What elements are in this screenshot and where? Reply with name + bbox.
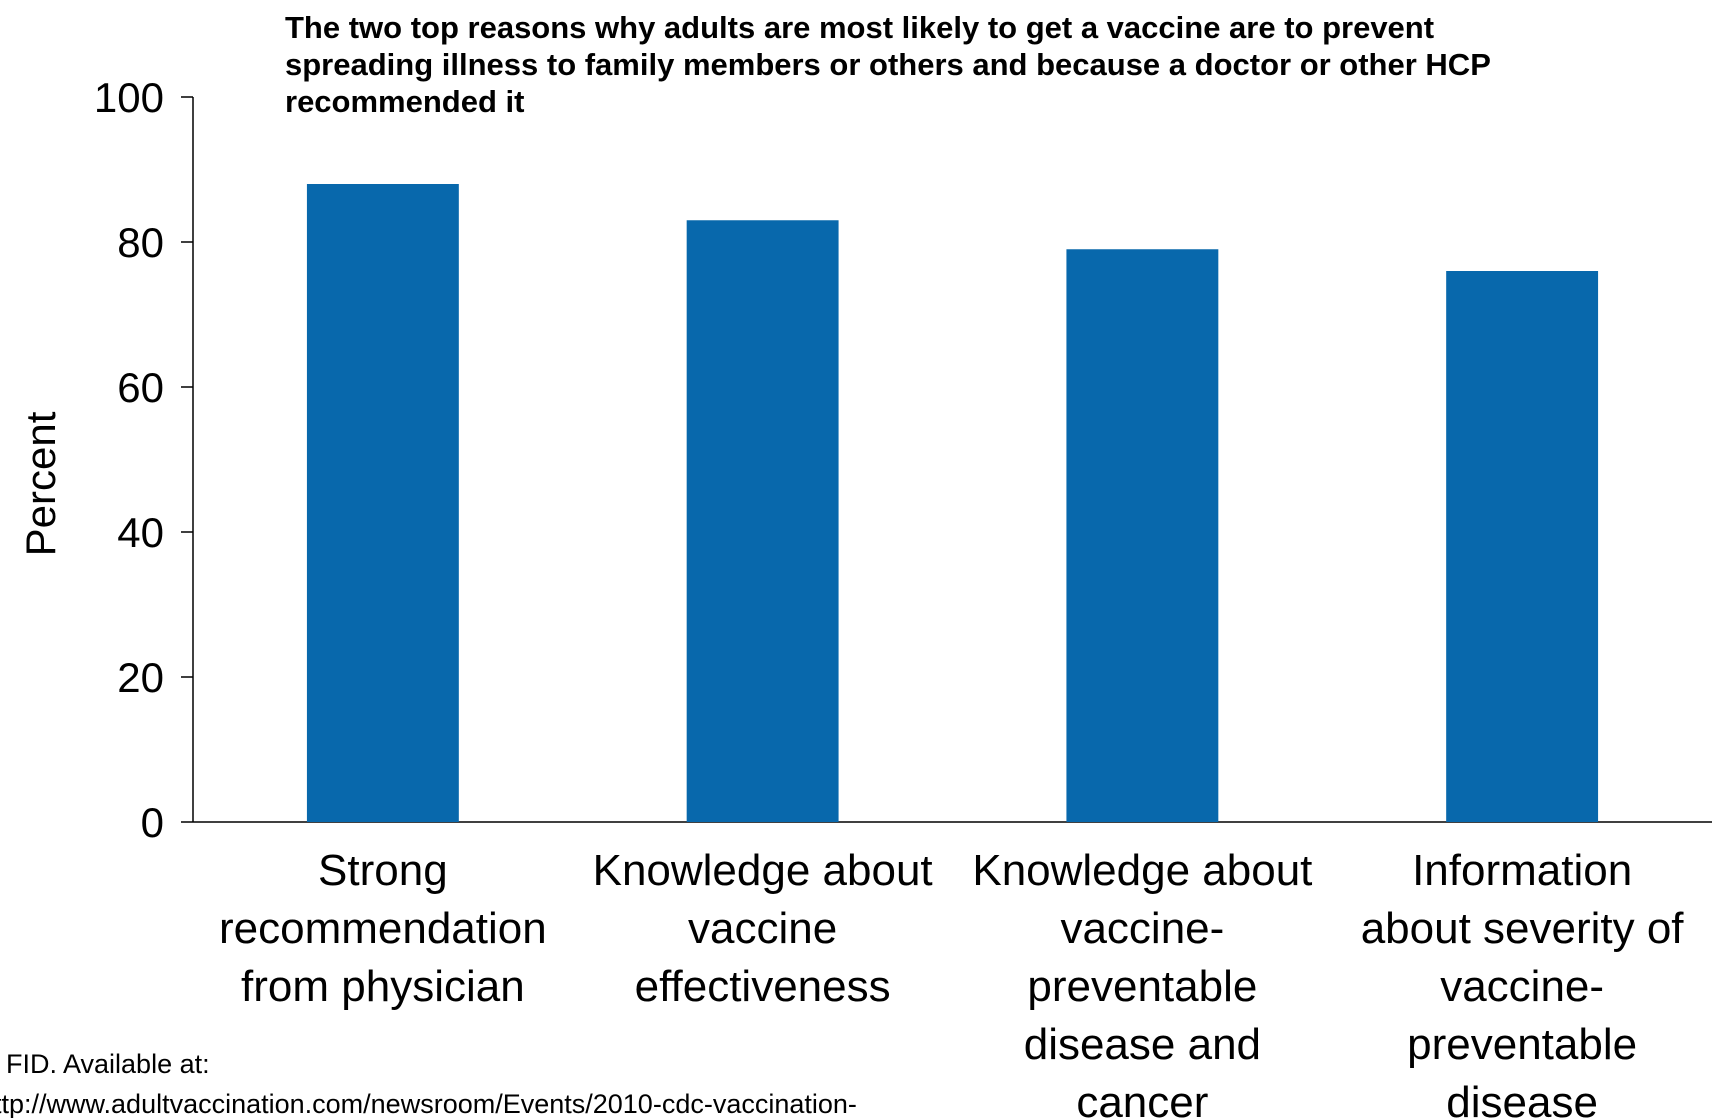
bar-1 <box>306 184 459 822</box>
y-axis: 0 20 40 60 80 100 <box>94 74 194 846</box>
bar-3 <box>1066 249 1219 822</box>
y-tick-label-0: 0 <box>141 799 164 846</box>
bar-4 <box>1446 271 1599 822</box>
category-label-2-line-1: Knowledge about <box>593 846 933 895</box>
category-label-3: Knowledge about vaccine-preventable diseas… <box>972 846 1312 1118</box>
title-line-2: spreading illness to family members or o… <box>285 47 1491 82</box>
y-tick-label-20: 20 <box>117 654 164 701</box>
y-axis-title: Percent <box>17 411 64 556</box>
category-label-4: Information about severity of vaccine-prev… <box>1361 846 1685 1118</box>
category-label-3-line-2: vaccine- <box>1060 904 1224 953</box>
category-label-3-line-4: disease and <box>1024 1020 1261 1069</box>
title-line-3: recommended it <box>285 84 524 119</box>
source-line-1: FID. Available at: <box>6 1049 210 1079</box>
bars-group <box>306 184 1599 822</box>
source-line-2: ttp://www.adultvaccination.com/newsroom/… <box>0 1089 857 1118</box>
y-tick-label-100: 100 <box>94 74 164 121</box>
category-label-3-line-5: cancer <box>1076 1078 1208 1118</box>
category-label-1-line-2: recommendation <box>219 904 547 953</box>
chart-title: The two top reasons why adults are most … <box>285 10 1491 119</box>
y-tick-label-80: 80 <box>117 219 164 266</box>
category-label-3-line-3: preventable <box>1027 962 1257 1011</box>
category-label-4-line-1: Information <box>1412 846 1632 895</box>
category-label-3-line-1: Knowledge about <box>972 846 1312 895</box>
y-tick-label-40: 40 <box>117 509 164 556</box>
category-label-2-line-3: effectiveness <box>635 962 891 1011</box>
category-label-4-line-5: disease <box>1446 1078 1598 1118</box>
bar-2 <box>686 220 839 822</box>
category-label-4-line-4: preventable <box>1407 1020 1637 1069</box>
category-label-2-line-2: vaccine <box>688 904 837 953</box>
category-label-2: Knowledge about vaccine effectiveness <box>593 846 933 1011</box>
category-label-1: Strong recommendation from physician <box>219 846 547 1011</box>
source-note: FID. Available at: ttp://www.adultvaccina… <box>0 1049 857 1118</box>
y-tick-label-60: 60 <box>117 364 164 411</box>
title-line-1: The two top reasons why adults are most … <box>285 10 1434 45</box>
category-label-4-line-3: vaccine- <box>1440 962 1604 1011</box>
category-labels: Strong recommendation from physician Knowle… <box>219 846 1684 1118</box>
category-label-1-line-3: from physician <box>241 962 525 1011</box>
category-label-4-line-2: about severity of <box>1361 904 1685 953</box>
category-label-1-line-1: Strong <box>318 846 448 895</box>
